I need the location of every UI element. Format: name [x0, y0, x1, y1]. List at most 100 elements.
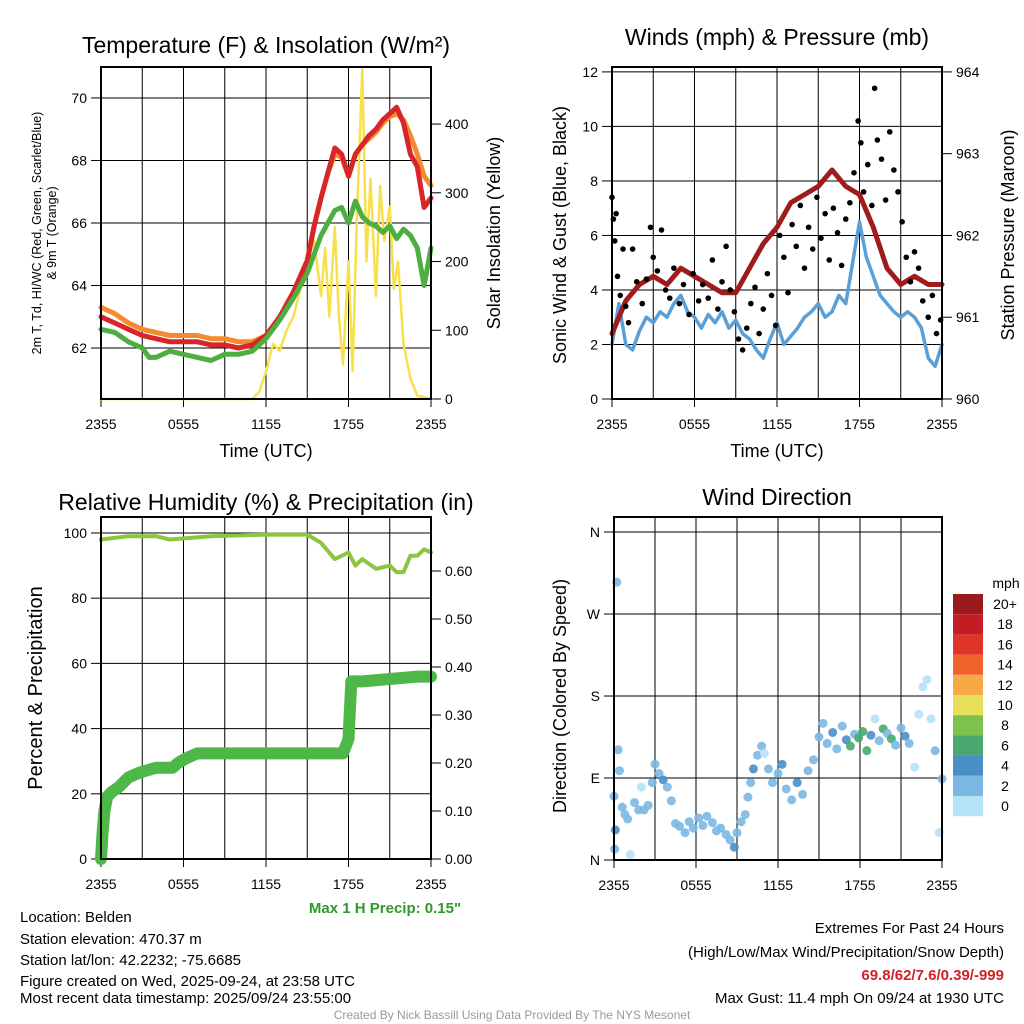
wind-direction-point [729, 842, 739, 852]
y2-tick-label: 200 [445, 254, 469, 270]
legend-label: 12 [997, 677, 1013, 693]
gust-point [680, 281, 687, 288]
wind-direction-point [781, 784, 791, 794]
gust-point [647, 224, 654, 231]
gust-point [772, 322, 779, 329]
gust-point [929, 292, 936, 299]
wind-direction-point [777, 759, 787, 769]
location-text: Location: Belden [20, 909, 132, 926]
gust-point [871, 85, 878, 92]
y-tick-label: 40 [71, 721, 87, 737]
gust-point [818, 235, 824, 241]
legend-label: 14 [997, 657, 1013, 673]
wind-direction-point [845, 741, 855, 751]
plot-frame [613, 516, 943, 861]
max-gust-text: Max Gust: 11.4 mph On 09/24 at 1930 UTC [715, 990, 1004, 1007]
winds-panel-title: Winds (mph) & Pressure (mb) [625, 24, 929, 50]
wind-direction-point [792, 778, 802, 788]
y-tick-label: N [590, 852, 600, 868]
wind-direction-point [870, 714, 880, 724]
gust-point [650, 254, 657, 261]
y2-tick-label: 0.40 [445, 659, 472, 675]
gust-point [709, 257, 716, 263]
wind-direction-point [613, 745, 623, 755]
y-tick-label: 80 [71, 590, 87, 606]
gust-point [617, 292, 624, 299]
gust-point [826, 257, 833, 263]
wind-direction-point [803, 766, 813, 776]
winds-x-label: Time (UTC) [730, 441, 823, 461]
y-tick-label: 64 [71, 278, 87, 294]
x-tick-label: 2355 [926, 877, 957, 893]
gust-point [911, 249, 918, 255]
wind-direction-point [702, 811, 712, 821]
legend-label: 2 [1001, 778, 1009, 794]
gust-point [874, 137, 881, 143]
gust-point [858, 139, 864, 146]
2m-dewpoint-line [98, 198, 434, 363]
wind-direction-point [904, 738, 914, 748]
y-tick-label: N [590, 524, 600, 540]
y-tick-label: 8 [590, 173, 598, 189]
gust-point [891, 167, 897, 173]
gust-point [690, 270, 696, 277]
gust-point [781, 254, 787, 261]
temperature-y-label: 2m T, Td, HI/WC (Red, Green, Scarlet/Blu… [30, 112, 44, 355]
wind-direction-point [828, 727, 838, 737]
y2-tick-label: 300 [445, 185, 469, 201]
x-tick-label: 1155 [251, 416, 281, 432]
gust-point [658, 227, 665, 233]
wind-direction-point [680, 828, 690, 838]
wind-direction-point [798, 789, 808, 799]
gust-point [855, 118, 861, 124]
wind-direction-point [725, 835, 735, 845]
wind-direction-point [654, 768, 664, 778]
gust-point [838, 262, 845, 269]
x-tick-label: 1755 [333, 876, 364, 892]
gust-point [805, 224, 812, 231]
y-tick-label: 12 [582, 64, 598, 80]
wind-direction-point [787, 795, 797, 805]
wind-direction-point [773, 768, 783, 778]
x-tick-label: 1755 [333, 416, 364, 432]
y-tick-label: 66 [71, 215, 87, 231]
y-tick-label: 0 [590, 391, 598, 407]
wind-direction-point [757, 741, 767, 751]
legend-swatch [953, 614, 983, 635]
gust-point [622, 303, 629, 310]
gust-point [611, 238, 618, 244]
wind-direction-point [832, 744, 842, 754]
x-tick-label: 2355 [926, 416, 957, 432]
gust-point [919, 298, 926, 304]
wind-direction-point [926, 714, 936, 724]
x-tick-label: 1755 [844, 877, 875, 893]
x-tick-label: 1155 [763, 877, 793, 893]
relative-humidity-line [99, 532, 433, 575]
y2-tick-label: 0.10 [445, 803, 472, 819]
wind-direction-point [675, 821, 685, 831]
legend-swatch [953, 634, 983, 655]
wind-direction-panel-title: Wind Direction [702, 484, 852, 510]
y-tick-label: 20 [71, 786, 87, 802]
x-tick-label: 2355 [598, 877, 629, 893]
panel-0: 2355 0555 1155 1755 2355 62 64 66 68 70 0 100 200 300… [71, 66, 469, 432]
wind-direction-point [809, 755, 819, 765]
legend-swatch [953, 594, 983, 615]
legend-swatch [953, 735, 983, 756]
wind-direction-point [643, 800, 653, 810]
gust-point [797, 202, 804, 209]
gust-point [869, 202, 875, 209]
wind-direction-point [866, 730, 876, 740]
gust-point [695, 298, 702, 304]
gust-point [735, 336, 742, 342]
y-tick-label: W [587, 606, 601, 622]
gust-point [614, 273, 621, 280]
legend-label: 6 [1001, 737, 1009, 753]
wind-direction-point [658, 775, 668, 785]
wind-direction-point [763, 764, 773, 774]
wind-direction-point [650, 759, 660, 769]
gust-point [633, 278, 640, 285]
gust-point [895, 189, 901, 195]
y-tick-label: 0 [79, 851, 87, 867]
